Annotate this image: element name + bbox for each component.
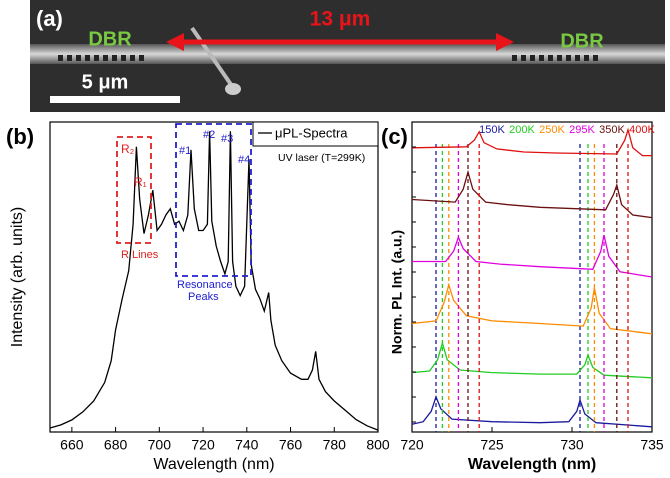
annotation: #1 (179, 145, 191, 157)
plot-frame (50, 122, 378, 432)
panel-label: (c) (381, 124, 408, 149)
x-tick-label: 660 (60, 437, 84, 453)
x-tick-label: 680 (104, 437, 128, 453)
annotation: #2 (203, 129, 215, 141)
panel-a: (a) DBR 13 μm DBR 5 μm (30, 0, 665, 112)
x-axis-label: Wavelength (nm) (153, 456, 274, 473)
hole (58, 55, 63, 61)
hole (530, 55, 535, 61)
spectrum-line (412, 235, 652, 277)
x-tick-label: 800 (366, 437, 390, 453)
hole (85, 55, 90, 61)
hole (94, 55, 99, 61)
x-tick-label: 730 (560, 437, 584, 453)
hole (112, 55, 117, 61)
dbr-label: DBR (560, 30, 604, 52)
hole (121, 55, 126, 61)
x-tick-label: 740 (235, 437, 259, 453)
x-tick-label: 725 (480, 437, 504, 453)
x-tick-label: 720 (191, 437, 215, 453)
legend-label: μPL-Spectra (275, 125, 348, 140)
hole (521, 55, 526, 61)
x-axis-label: Wavelength (nm) (468, 456, 596, 473)
hole (130, 55, 135, 61)
figure: (a) DBR 13 μm DBR 5 μm 660 680 700 720 740 76… (0, 0, 670, 478)
panel-label: (a) (36, 6, 63, 31)
scale-bar (50, 96, 180, 103)
hole (566, 55, 571, 61)
x-tick-label: 780 (323, 437, 347, 453)
hole (76, 55, 81, 61)
y-axis-label: Norm. PL Int. (a.u.) (389, 230, 405, 354)
annotation: #3 (221, 133, 233, 145)
annotation: R₁ (134, 175, 147, 189)
hole (67, 55, 72, 61)
spectrum-line (412, 343, 652, 378)
hole (103, 55, 108, 61)
annotation: R₂ (121, 142, 135, 156)
hole (584, 55, 589, 61)
spectrum-line (412, 397, 652, 427)
legend-label: 350K (599, 124, 625, 136)
hole (548, 55, 553, 61)
hole (512, 55, 517, 61)
y-axis-label: Intensity (arb. units) (9, 207, 26, 348)
hole (575, 55, 580, 61)
legend-label: 250K (539, 124, 565, 136)
plot-frame (412, 122, 652, 432)
legend-label: 200K (509, 124, 535, 136)
annotation: Peaks (188, 291, 219, 303)
hole (139, 55, 144, 61)
hole (557, 55, 562, 61)
legend-label: 150K (479, 124, 505, 136)
nanowire-tip (225, 83, 241, 95)
x-tick-label: 735 (640, 437, 664, 453)
scale-label: 5 μm (82, 71, 129, 93)
annotation: #4 (238, 154, 250, 166)
panel-label: (b) (6, 124, 34, 149)
annotation: Resonance (177, 279, 233, 291)
annotation: R Lines (121, 249, 159, 261)
legend-label: 295K (569, 124, 595, 136)
x-tick-label: 760 (279, 437, 303, 453)
legend-note: UV laser (T=299K) (278, 152, 365, 164)
hole (539, 55, 544, 61)
dbr-label: DBR (88, 28, 132, 50)
length-label: 13 μm (310, 8, 371, 31)
legend-label: 400K (629, 124, 655, 136)
spectrum-line (412, 285, 652, 334)
spectrum-line (412, 172, 652, 218)
x-tick-label: 700 (148, 437, 172, 453)
x-tick-label: 720 (400, 437, 424, 453)
hole (593, 55, 598, 61)
